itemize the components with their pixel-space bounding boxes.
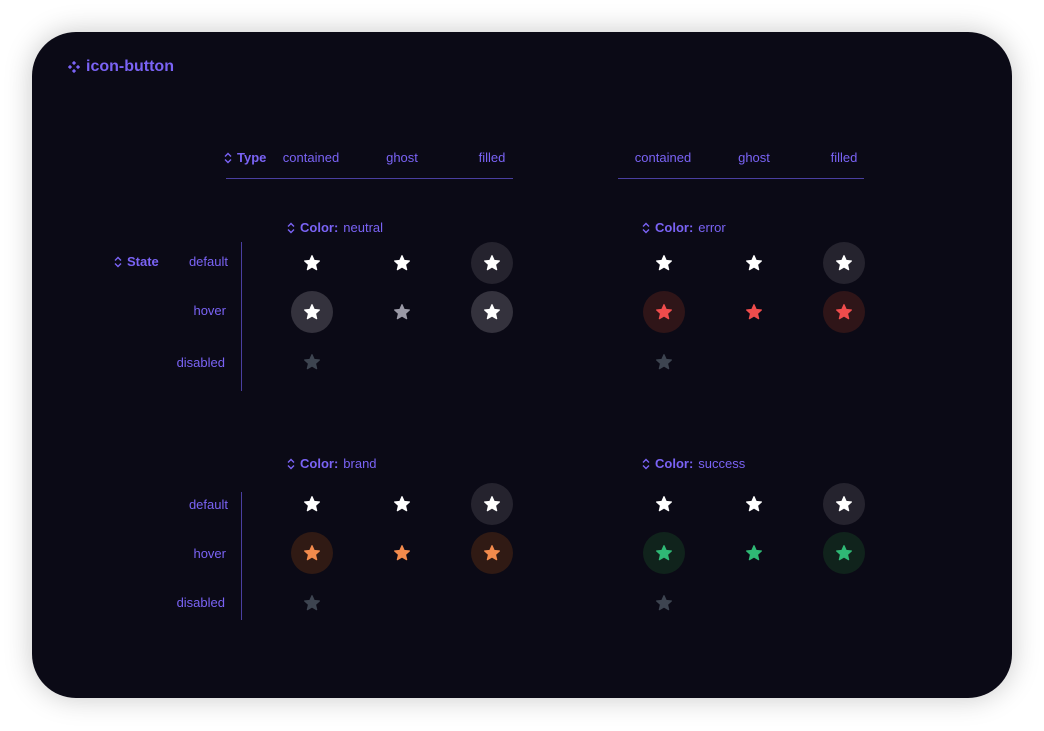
- icon-button-error-contained-default[interactable]: [643, 242, 685, 284]
- icon-button-neutral-ghost-hover[interactable]: [381, 291, 423, 333]
- icon-button-neutral-ghost-default[interactable]: [381, 242, 423, 284]
- icon-button-error-ghost-default[interactable]: [733, 242, 775, 284]
- icon-button-brand-contained-disabled: [291, 582, 333, 624]
- icon-button-error-filled-hover[interactable]: [823, 291, 865, 333]
- sort-chevrons-icon: [114, 256, 122, 267]
- column-header-filled: filled: [478, 150, 506, 165]
- icon-button-brand-filled-hover[interactable]: [471, 532, 513, 574]
- star-icon: [393, 304, 411, 320]
- icon-button-brand-filled-default[interactable]: [471, 483, 513, 525]
- state-label-disabled: disabled: [176, 595, 225, 610]
- color-group-neutral-label: Color: neutral: [287, 220, 383, 235]
- star-icon: [483, 304, 501, 320]
- star-icon: [303, 255, 321, 271]
- component-icon: [68, 61, 80, 73]
- color-group-brand-label: Color: brand: [287, 456, 377, 471]
- sort-chevrons-icon: [287, 458, 295, 469]
- icon-button-success-contained-disabled: [643, 582, 685, 624]
- star-icon: [745, 304, 763, 320]
- sort-chevrons-icon: [642, 222, 650, 233]
- star-icon: [303, 354, 321, 370]
- icon-button-grid: [32, 32, 1012, 698]
- type-property-label[interactable]: Type: [224, 150, 266, 165]
- column-header-filled: filled: [830, 150, 858, 165]
- icon-button-neutral-filled-default[interactable]: [471, 242, 513, 284]
- icon-button-success-contained-default[interactable]: [643, 483, 685, 525]
- star-icon: [483, 545, 501, 561]
- star-icon: [745, 496, 763, 512]
- column-header-contained: contained: [634, 150, 692, 165]
- color-group-error-label: Color: error: [642, 220, 726, 235]
- star-icon: [835, 496, 853, 512]
- icon-button-neutral-contained-hover[interactable]: [291, 291, 333, 333]
- star-icon: [303, 496, 321, 512]
- sort-chevrons-icon: [224, 152, 232, 163]
- state-property-label[interactable]: State: [114, 254, 159, 269]
- star-icon: [655, 595, 673, 611]
- star-icon: [393, 255, 411, 271]
- icon-button-neutral-contained-disabled: [291, 341, 333, 383]
- star-icon: [655, 545, 673, 561]
- icon-button-brand-contained-default[interactable]: [291, 483, 333, 525]
- header-divider: [226, 178, 513, 179]
- star-icon: [835, 304, 853, 320]
- icon-button-error-contained-disabled: [643, 341, 685, 383]
- star-icon: [835, 255, 853, 271]
- state-label-default: default: [188, 254, 228, 269]
- state-label-default: default: [188, 497, 228, 512]
- icon-button-brand-ghost-hover[interactable]: [381, 532, 423, 574]
- column-header-ghost: ghost: [386, 150, 418, 165]
- state-label-disabled: disabled: [176, 355, 225, 370]
- star-icon: [655, 354, 673, 370]
- color-group-success-label: Color: success: [642, 456, 745, 471]
- star-icon: [483, 255, 501, 271]
- star-icon: [655, 304, 673, 320]
- column-header-ghost: ghost: [738, 150, 770, 165]
- star-icon: [655, 255, 673, 271]
- icon-button-success-contained-hover[interactable]: [643, 532, 685, 574]
- icon-button-spec-card: icon-button Type contained ghost filled …: [32, 32, 1012, 698]
- star-icon: [745, 255, 763, 271]
- icon-button-error-filled-default[interactable]: [823, 242, 865, 284]
- icon-button-neutral-filled-hover[interactable]: [471, 291, 513, 333]
- component-title: icon-button: [68, 58, 174, 76]
- star-icon: [303, 545, 321, 561]
- state-divider: [241, 492, 242, 620]
- star-icon: [393, 545, 411, 561]
- star-icon: [393, 496, 411, 512]
- header-divider: [618, 178, 864, 179]
- state-label-hover: hover: [193, 303, 226, 318]
- star-icon: [655, 496, 673, 512]
- icon-button-brand-ghost-default[interactable]: [381, 483, 423, 525]
- star-icon: [303, 595, 321, 611]
- star-icon: [303, 304, 321, 320]
- sort-chevrons-icon: [287, 222, 295, 233]
- icon-button-success-filled-default[interactable]: [823, 483, 865, 525]
- star-icon: [483, 496, 501, 512]
- icon-button-success-ghost-default[interactable]: [733, 483, 775, 525]
- component-title-text: icon-button: [86, 58, 174, 75]
- icon-button-success-filled-hover[interactable]: [823, 532, 865, 574]
- icon-button-error-contained-hover[interactable]: [643, 291, 685, 333]
- column-header-contained: contained: [282, 150, 340, 165]
- icon-button-neutral-contained-default[interactable]: [291, 242, 333, 284]
- state-label-hover: hover: [193, 546, 226, 561]
- star-icon: [745, 545, 763, 561]
- icon-button-error-ghost-hover[interactable]: [733, 291, 775, 333]
- sort-chevrons-icon: [642, 458, 650, 469]
- icon-button-success-ghost-hover[interactable]: [733, 532, 775, 574]
- icon-button-brand-contained-hover[interactable]: [291, 532, 333, 574]
- state-divider: [241, 242, 242, 391]
- star-icon: [835, 545, 853, 561]
